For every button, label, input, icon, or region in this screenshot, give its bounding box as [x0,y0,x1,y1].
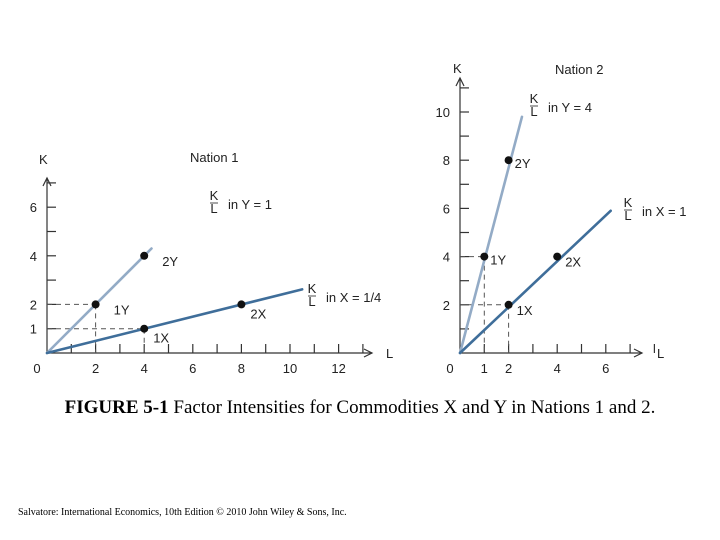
series-line [458,115,524,355]
x-tick-label: 6 [189,361,196,376]
y-axis-label: K [39,152,48,167]
series-2-series-name: in X = 1 [642,204,686,219]
series-1-ratio-num: K [530,91,539,106]
data-point-label: 2X [250,306,266,321]
x-tick-label: 8 [238,361,245,376]
y-tick-label: 2 [443,298,450,313]
series-line [458,209,612,355]
x-tick-label: 0 [446,361,453,376]
x-tick-label: 2 [505,361,512,376]
data-point-label: 1X [517,303,533,318]
y-tick-label: 8 [443,153,450,168]
x-axis-label: L [386,346,393,361]
y-tick-label: 4 [30,249,37,264]
x-tick-label: 4 [554,361,561,376]
x-tick-label: 10 [283,361,297,376]
series-2-ratio-den: L [624,208,631,223]
x-tick-label: 12 [331,361,345,376]
data-point [140,251,149,260]
y-tick-label: 6 [30,200,37,215]
data-point [91,300,100,309]
x-tick-label: 2 [92,361,99,376]
y-tick-label: 6 [443,201,450,216]
x-axis-arrow [363,348,374,358]
y-tick-label: 1 [30,322,37,337]
series-2-ratio-num: K [308,281,317,296]
figure-caption-text: Factor Intensities for Commodities X and… [168,397,656,418]
chart-title: Nation 1 [190,150,238,165]
data-point-label: 2Y [162,254,178,269]
y-tick-label: 4 [443,250,450,265]
x-tick-label: 1 [481,361,488,376]
y-tick-label: 2 [30,297,37,312]
x-tick-label: 6 [602,361,609,376]
series-2-ratio-num: K [624,195,633,210]
series-1-ratio-den: L [530,104,537,119]
data-point [553,252,562,261]
series-1-ratio-den: L [210,201,217,216]
data-point-label: 1Y [490,253,506,268]
data-point-label: 1Y [114,302,130,317]
figure-caption: FIGURE 5-1 Factor Intensities for Commod… [60,397,660,418]
data-point-label: 2X [565,255,581,270]
data-point [504,300,513,309]
y-tick-label: 10 [436,105,450,120]
series-1-series-name: in Y = 4 [548,100,592,115]
x-axis-arrow [633,348,644,358]
data-point [140,324,149,333]
y-axis-arrow [455,76,465,87]
data-point-label: 1X [153,331,169,346]
figure-label: FIGURE 5-1 [64,397,169,418]
series-line [45,288,304,355]
series-line [45,247,153,355]
x-tick-label: 0 [33,361,40,376]
data-point [237,300,246,309]
series-1-series-name: in Y = 1 [228,197,272,212]
chart-title: Nation 2 [555,62,603,77]
x-tick-label: 4 [141,361,148,376]
y-axis-label: K [453,61,462,76]
series-2-ratio-den: L [308,294,315,309]
source-credit: Salvatore: International Economics, 10th… [18,507,347,518]
data-point [504,156,513,165]
series-2-series-name: in X = 1/4 [326,290,381,305]
series-1-ratio-num: K [210,188,219,203]
x-axis-label: L [657,346,664,361]
data-point [480,252,489,261]
data-point-label: 2Y [515,156,531,171]
